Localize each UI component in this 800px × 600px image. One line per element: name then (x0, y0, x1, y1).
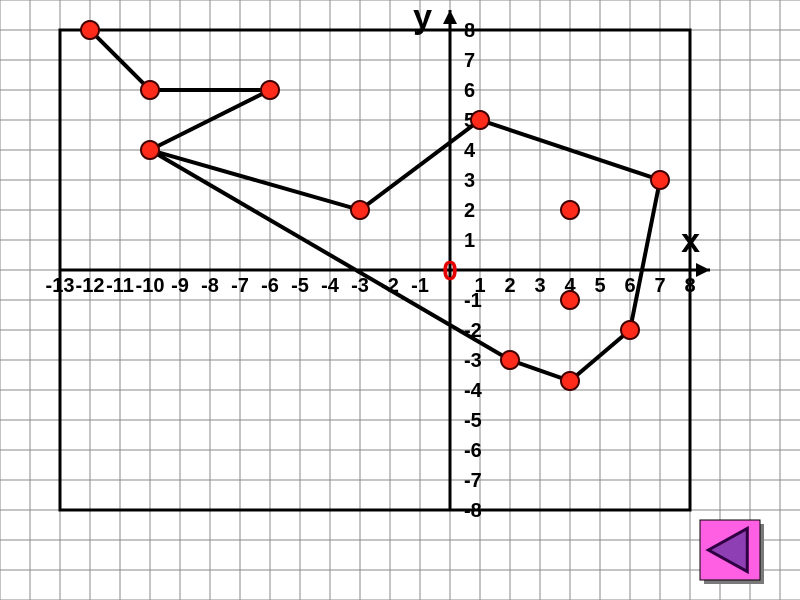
data-marker (81, 21, 99, 39)
x-tick-label: -5 (291, 275, 309, 297)
y-tick-label: -3 (464, 350, 482, 372)
x-tick-label: -10 (136, 275, 165, 297)
data-marker (471, 111, 489, 129)
x-tick-label: -7 (231, 275, 249, 297)
x-tick-label: 3 (534, 275, 545, 297)
data-marker (561, 201, 579, 219)
data-marker (261, 81, 279, 99)
x-tick-label: 6 (624, 275, 635, 297)
y-axis-label: y (413, 0, 432, 36)
data-marker (561, 291, 579, 309)
y-tick-label: -8 (464, 500, 482, 522)
y-tick-label: 7 (464, 50, 475, 72)
y-tick-label: 4 (464, 140, 476, 162)
coordinate-grid-figure: -13-12-11-10-9-8-7-6-5-4-3-2-112345678-8… (0, 0, 800, 600)
x-tick-label: -13 (46, 275, 75, 297)
y-tick-label: -4 (464, 380, 483, 402)
data-marker (141, 141, 159, 159)
data-marker (351, 201, 369, 219)
x-tick-label: -11 (106, 275, 134, 297)
x-axis-label: x (681, 222, 700, 260)
y-tick-label: 2 (464, 200, 475, 222)
x-tick-label: -6 (261, 275, 279, 297)
x-tick-label: -1 (411, 275, 429, 297)
x-tick-label: 2 (504, 275, 515, 297)
x-tick-label: -12 (76, 275, 105, 297)
y-tick-label: 8 (464, 20, 475, 42)
data-marker (561, 372, 579, 390)
x-tick-label: 5 (594, 275, 605, 297)
x-tick-label: -8 (201, 275, 219, 297)
y-tick-label: -1 (464, 290, 482, 312)
y-tick-label: -6 (464, 440, 482, 462)
x-tick-label: -4 (321, 275, 340, 297)
data-marker (651, 171, 669, 189)
y-tick-label: -5 (464, 410, 482, 432)
origin-label: 0 (442, 255, 458, 286)
y-tick-label: 6 (464, 80, 475, 102)
y-tick-label: 1 (464, 230, 475, 252)
data-marker (501, 351, 519, 369)
y-tick-label: -7 (464, 470, 482, 492)
data-marker (621, 321, 639, 339)
x-tick-label: 8 (684, 275, 695, 297)
y-tick-label: 3 (464, 170, 475, 192)
data-marker (141, 81, 159, 99)
x-tick-label: 7 (654, 275, 665, 297)
back-button[interactable] (700, 520, 764, 584)
x-tick-label: -9 (171, 275, 189, 297)
